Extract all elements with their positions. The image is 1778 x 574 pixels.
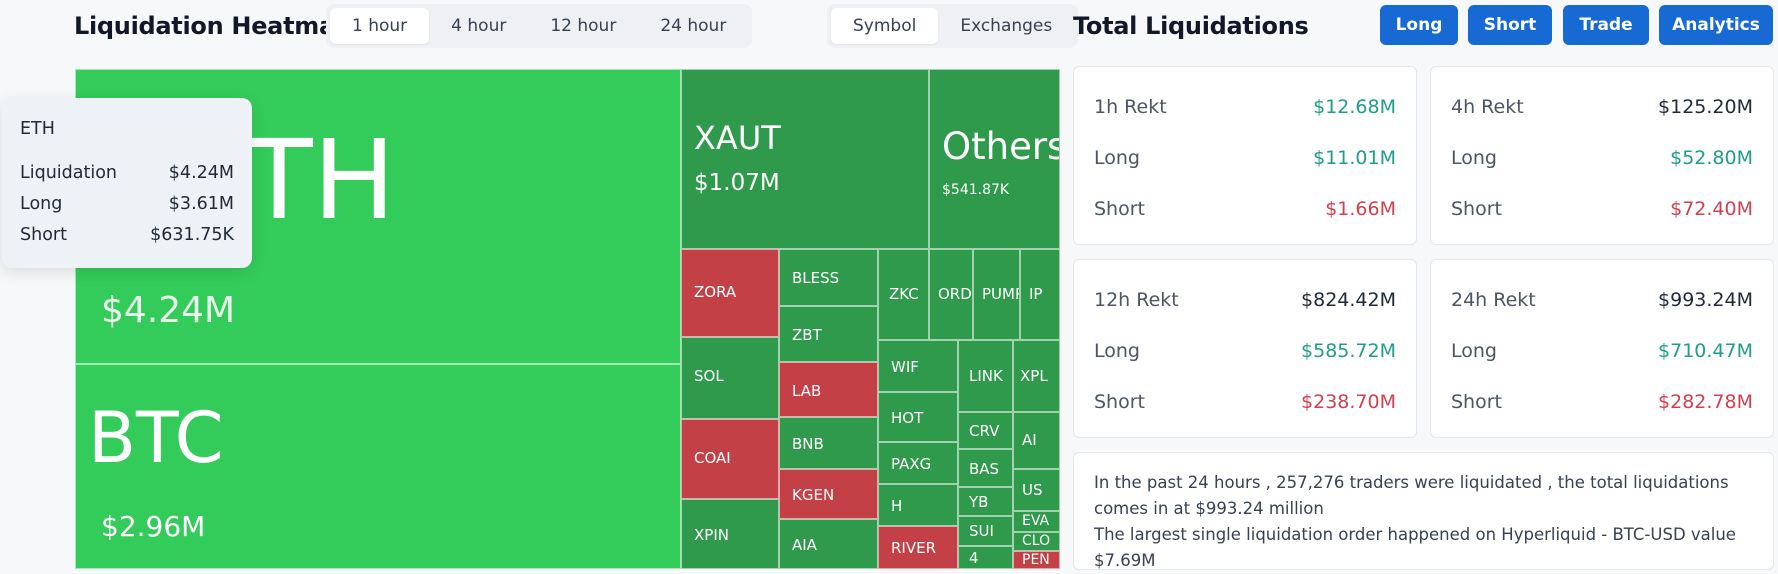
tile-ip[interactable]: IP [1020,249,1060,340]
tooltip-short-row: Short $631.75K [20,225,234,245]
tile-ordi[interactable]: ORDI [929,249,973,340]
tile-bless[interactable]: BLESS [779,249,878,306]
tile-xpl[interactable]: XPL [1013,340,1060,412]
card-short-value: $238.70M [1301,391,1396,413]
tile-hot[interactable]: HOT [878,392,958,442]
card-long-value: $52.80M [1670,147,1753,169]
summary-line-1: In the past 24 hours , 257,276 traders w… [1094,473,1729,518]
card-short-value: $1.66M [1325,198,1396,220]
tile-xaut-symbol: XAUT [694,119,781,157]
summary-line-2: The largest single liquidation order hap… [1094,525,1736,570]
tile-eth-value: $4.24M [101,290,236,331]
tile-zbt[interactable]: ZBT [779,306,878,362]
short-button[interactable]: Short [1468,5,1552,45]
tile-pump[interactable]: PUMP [973,249,1020,340]
tile-xaut-value: $1.07M [694,170,780,196]
group-symbol[interactable]: Symbol [831,8,939,44]
tile-ai[interactable]: AI [1013,412,1060,469]
timeframe-12h[interactable]: 12 hour [550,16,617,36]
card-12h-rekt: 12h Rekt $824.42M Long $585.72M Short $238.… [1073,259,1417,438]
tile-link[interactable]: LINK [958,340,1013,412]
tile-bas[interactable]: BAS [958,449,1013,487]
tile-eva[interactable]: EVA [1013,511,1060,532]
card-4h-rekt: 4h Rekt $125.20M Long $52.80M Short $72.40M [1430,66,1774,245]
heatmap-title: Liquidation Heatmap [74,12,352,40]
long-button[interactable]: Long [1380,5,1458,45]
tile-xaut[interactable]: XAUT $1.07M [681,69,929,249]
totals-title: Total Liquidations [1073,12,1309,40]
tile-clo[interactable]: CLO [1013,532,1060,551]
tile-crv[interactable]: CRV [958,412,1013,449]
group-exchanges[interactable]: Exchanges [960,16,1053,36]
tile-others-value: $541.87K [942,182,1010,198]
tile-kgen[interactable]: KGEN [779,469,878,519]
timeframe-24h[interactable]: 24 hour [660,16,727,36]
tile-sol[interactable]: SOL [681,337,779,419]
card-1h-rekt: 1h Rekt $12.68M Long $11.01M Short $1.66M [1073,66,1417,245]
tile-zora[interactable]: ZORA [681,249,779,337]
card-total: $824.42M [1301,289,1396,311]
card-short-label: Short [1094,198,1145,220]
card-24h-rekt: 24h Rekt $993.24M Long $710.47M Short $282.… [1430,259,1774,438]
tile-river[interactable]: RIVER [878,526,958,569]
card-label: 1h Rekt [1094,96,1167,118]
heatmap-tooltip: ETH Liquidation $4.24M Long $3.61M Short… [2,98,252,268]
card-long-value: $11.01M [1313,147,1396,169]
tile-lab[interactable]: LAB [779,362,878,417]
tile-yb[interactable]: YB [958,487,1013,516]
tile-others-symbol: Others [942,125,1060,168]
card-label: 4h Rekt [1451,96,1524,118]
timeframe-selector: 1 hour 4 hour 12 hour 24 hour [326,4,753,48]
card-total: $12.68M [1313,96,1396,118]
tile-coai[interactable]: COAI [681,419,779,499]
tile-sui[interactable]: SUI [958,516,1013,546]
card-long-label: Long [1451,340,1497,362]
tile-btc[interactable]: BTC $2.96M [75,364,681,569]
timeframe-4h[interactable]: 4 hour [451,16,507,36]
tile-btc-symbol: BTC [88,397,224,479]
card-short-label: Short [1451,198,1502,220]
liquidation-summary: In the past 24 hours , 257,276 traders w… [1073,452,1774,570]
tile-paxg[interactable]: PAXG [878,442,958,484]
trade-button[interactable]: Trade [1563,5,1649,45]
tile-btc-value: $2.96M [101,510,206,543]
card-label: 24h Rekt [1451,289,1536,311]
card-long-value: $585.72M [1301,340,1396,362]
card-label: 12h Rekt [1094,289,1179,311]
tooltip-long-row: Long $3.61M [20,194,234,214]
card-total: $993.24M [1658,289,1753,311]
tile-bnb[interactable]: BNB [779,417,878,469]
card-short-label: Short [1094,391,1145,413]
card-short-label: Short [1451,391,1502,413]
tile-h[interactable]: H [878,484,958,526]
card-short-value: $282.78M [1658,391,1753,413]
analytics-button[interactable]: Analytics [1659,5,1773,45]
timeframe-1h[interactable]: 1 hour [330,8,430,44]
tile-wif[interactable]: WIF [878,340,958,392]
tile-pen[interactable]: PEN [1013,551,1060,569]
card-long-label: Long [1451,147,1497,169]
tooltip-liquidation-row: Liquidation $4.24M [20,163,234,183]
group-selector: Symbol Exchanges [827,4,1079,48]
card-total: $125.20M [1658,96,1753,118]
card-long-label: Long [1094,340,1140,362]
tile-others[interactable]: Others $541.87K [929,69,1060,249]
tile-us[interactable]: US [1013,469,1060,511]
tooltip-symbol: ETH [20,119,55,139]
tile-xpin[interactable]: XPIN [681,499,779,569]
tile-zkc[interactable]: ZKC [878,249,929,340]
tile-4[interactable]: 4 [958,546,1013,569]
card-long-value: $710.47M [1658,340,1753,362]
card-long-label: Long [1094,147,1140,169]
tile-aia[interactable]: AIA [779,519,878,569]
card-short-value: $72.40M [1670,198,1753,220]
